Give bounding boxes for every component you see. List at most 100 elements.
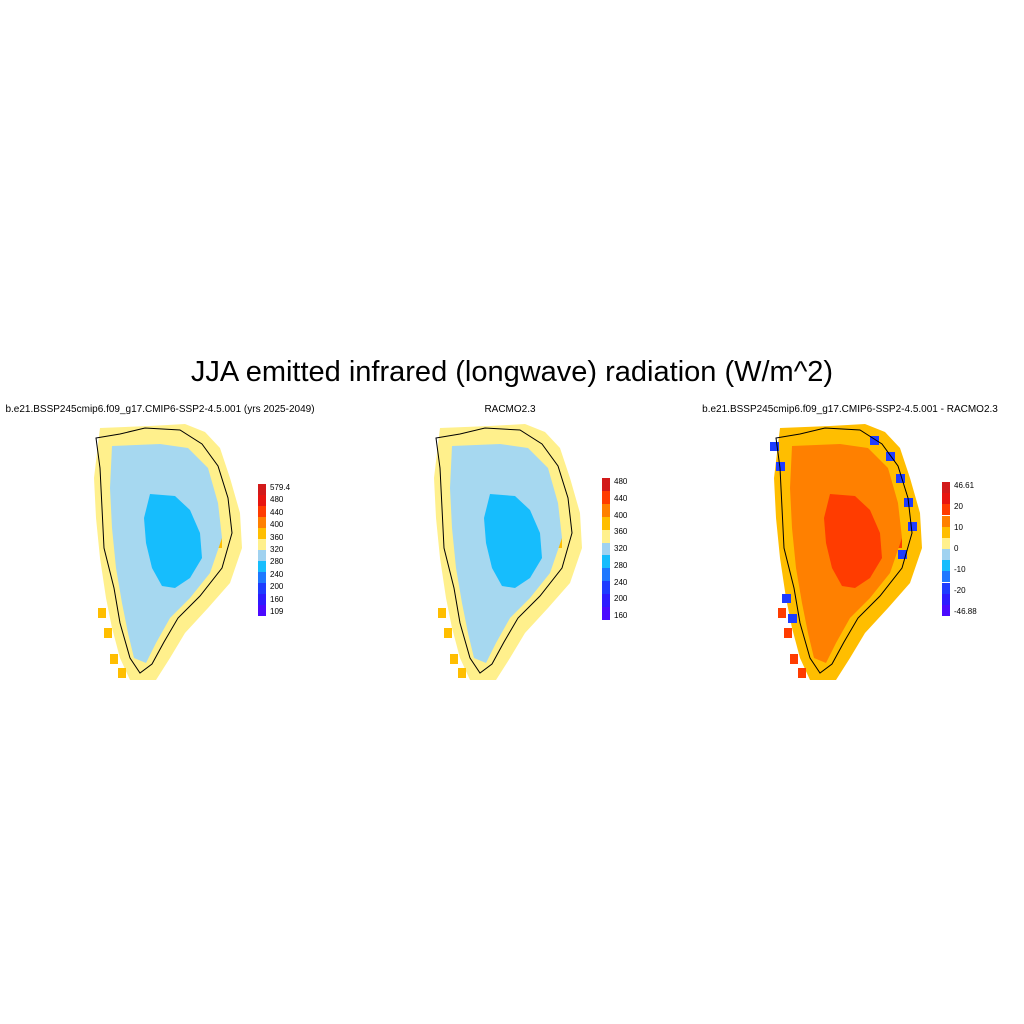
colorbar-label: 480 — [614, 477, 628, 486]
panel-title: b.e21.BSSP245cmip6.f09_g17.CMIP6-SSP2-4.… — [5, 404, 315, 415]
colorbar-label: 280 — [270, 557, 284, 567]
colorbar-label: 109 — [270, 607, 284, 616]
colorbar-label: -10 — [954, 565, 966, 574]
colorbar-label: 579.4 — [270, 483, 291, 492]
panel-title: RACMO2.3 — [484, 404, 536, 415]
greenland-map — [434, 424, 582, 680]
colorbar-swatch — [602, 607, 610, 620]
colorbar-swatch — [942, 582, 950, 594]
greenland-map — [94, 424, 242, 680]
edge-cell — [908, 522, 917, 531]
colorbar-swatch — [258, 495, 266, 506]
colorbar-swatch — [258, 594, 266, 605]
coastline — [95, 427, 233, 674]
colorbar-swatch — [258, 506, 266, 517]
margin-cell — [110, 654, 118, 664]
colorbar-swatch — [942, 571, 950, 583]
colorbar-swatch — [258, 528, 266, 539]
colorbar-swatch — [258, 550, 266, 561]
colorbar-label: -20 — [954, 586, 966, 595]
colorbar-label: 10 — [954, 523, 963, 532]
colorbar-swatch — [602, 490, 610, 504]
colorbar-label: 360 — [270, 532, 284, 542]
colorbar-swatch — [942, 593, 950, 605]
colorbar-swatch — [942, 604, 950, 616]
colorbar-swatch — [602, 581, 610, 595]
colorbar-label: 320 — [270, 545, 284, 554]
colorbar-label: 20 — [954, 502, 963, 511]
colorbar-label: 0 — [954, 544, 959, 553]
edge-cell — [896, 474, 905, 483]
colorbar-swatch — [258, 517, 266, 528]
edge-cell — [776, 462, 785, 471]
colorbar-label: 400 — [270, 520, 284, 530]
colorbar-label: 200 — [270, 582, 284, 592]
colorbar-swatch — [258, 539, 266, 550]
margin-cell — [778, 608, 786, 618]
colorbar-swatch — [258, 583, 266, 594]
colorbar-swatch — [942, 482, 950, 494]
interior-field — [144, 494, 202, 588]
colorbar-swatch — [602, 542, 610, 556]
colorbar-label: 46.61 — [954, 481, 975, 490]
colorbar-swatch — [602, 478, 610, 491]
margin-cell — [790, 654, 798, 664]
colorbar-swatch — [602, 516, 610, 530]
interior-field — [824, 494, 882, 588]
colorbar-label: 160 — [614, 611, 628, 620]
colorbar-label: 440 — [270, 507, 284, 517]
colorbar-label: 280 — [614, 560, 628, 570]
margin-cell — [438, 608, 446, 618]
panel-title: b.e21.BSSP245cmip6.f09_g17.CMIP6-SSP2-4.… — [702, 404, 998, 415]
colorbar-swatch — [602, 568, 610, 582]
panel-difference: b.e21.BSSP245cmip6.f09_g17.CMIP6-SSP2-4.… — [680, 404, 1020, 694]
margin-cell — [104, 628, 112, 638]
colorbar-swatch — [258, 605, 266, 616]
panel-model: b.e21.BSSP245cmip6.f09_g17.CMIP6-SSP2-4.… — [0, 404, 330, 694]
colorbar-label: 240 — [614, 577, 628, 587]
colorbar-swatch — [942, 526, 950, 538]
edge-cell — [770, 442, 779, 451]
colorbar-label: 320 — [614, 544, 628, 553]
colorbar-swatch — [602, 503, 610, 517]
colorbar-swatch — [258, 572, 266, 583]
colorbar-swatch — [602, 555, 610, 569]
colorbar-swatch — [942, 549, 950, 561]
figure-title: JJA emitted infrared (longwave) radiatio… — [190, 356, 834, 388]
margin-cell — [118, 668, 126, 678]
colorbar-swatch — [258, 561, 266, 572]
colorbar-swatch — [942, 515, 950, 527]
panel-racmo: RACMO2.3 480 440 400 360 320 280 240 200 160 — [340, 404, 680, 694]
colorbar: 46.61 20 10 0 -10 -20 -46.88 — [942, 482, 977, 616]
coastline — [775, 427, 913, 674]
margin-cell — [458, 668, 466, 678]
colorbar: 579.4 480 440 400 360 320 280 240 200 160 109 — [258, 484, 290, 616]
margin-cell — [450, 654, 458, 664]
edge-cell — [782, 594, 791, 603]
interior-field — [484, 494, 542, 588]
colorbar-swatch — [942, 537, 950, 549]
colorbar-swatch — [942, 493, 950, 505]
colorbar-label: 200 — [614, 594, 628, 604]
colorbar-swatch — [258, 484, 266, 495]
colorbar-swatch — [942, 504, 950, 516]
colorbar-label: 440 — [614, 493, 628, 503]
colorbar-label: 400 — [614, 510, 628, 520]
colorbar-label: 480 — [270, 495, 284, 505]
colorbar-label: 360 — [614, 527, 628, 537]
edge-cell — [898, 550, 907, 559]
colorbar-swatch — [942, 560, 950, 572]
edge-cell — [870, 436, 879, 445]
colorbar-swatch — [602, 594, 610, 608]
colorbar-swatch — [602, 529, 610, 543]
colorbar-label: 160 — [270, 594, 284, 604]
colorbar: 480 440 400 360 320 280 240 200 160 — [602, 478, 627, 620]
margin-cell — [98, 608, 106, 618]
coastline — [435, 427, 573, 674]
greenland-map — [770, 424, 922, 680]
colorbar-label: 240 — [270, 569, 284, 579]
margin-cell — [798, 668, 806, 678]
edge-cell — [788, 614, 797, 623]
colorbar-label: -46.88 — [954, 607, 977, 616]
margin-cell — [444, 628, 452, 638]
